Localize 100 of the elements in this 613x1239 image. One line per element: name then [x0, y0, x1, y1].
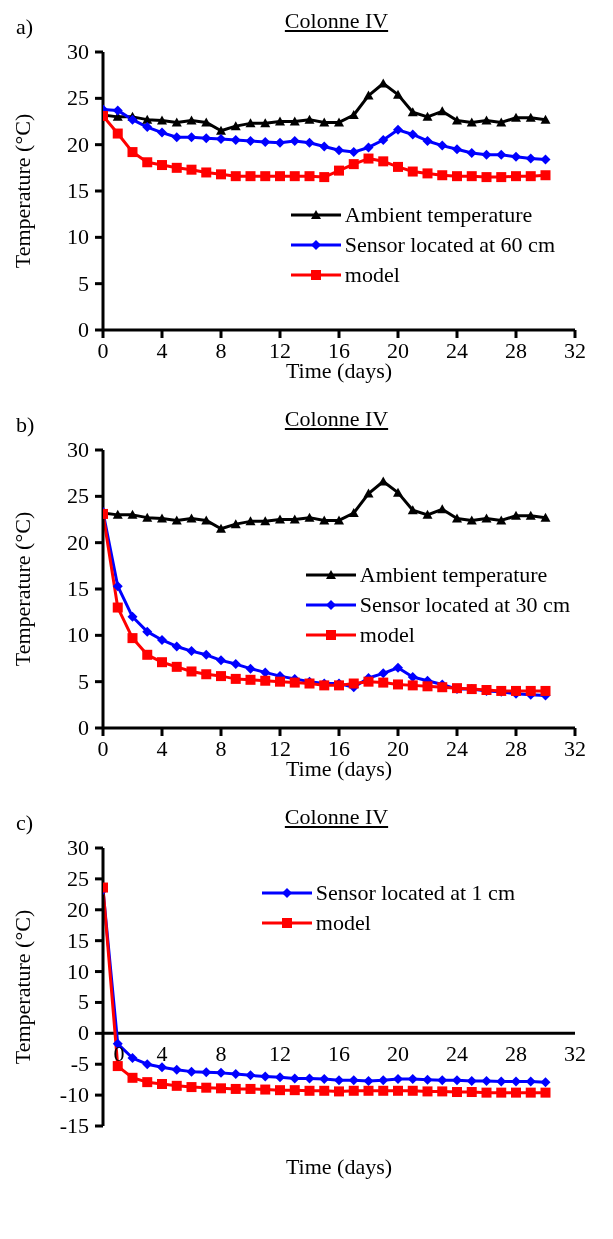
point — [171, 641, 182, 652]
point — [171, 1064, 182, 1075]
point — [511, 510, 521, 520]
point — [319, 1085, 330, 1096]
point — [230, 135, 241, 146]
point — [289, 116, 300, 126]
point — [407, 505, 418, 515]
point — [452, 1075, 462, 1086]
point — [275, 171, 285, 182]
point — [540, 512, 551, 522]
point — [393, 487, 403, 497]
point — [142, 1077, 153, 1088]
point — [245, 1083, 256, 1094]
point — [245, 135, 256, 146]
point — [201, 515, 212, 525]
point — [378, 1085, 389, 1096]
point — [363, 488, 374, 498]
point — [319, 117, 330, 127]
y-tick-label: -10 — [59, 1082, 89, 1108]
point — [393, 161, 403, 172]
point — [216, 655, 226, 666]
chart-title: Colonne IV — [284, 8, 389, 33]
point — [496, 172, 507, 183]
point — [466, 515, 477, 525]
point — [112, 509, 123, 519]
point — [142, 1059, 153, 1070]
point — [496, 117, 507, 127]
point — [437, 1075, 448, 1086]
x-tick-label: 28 — [505, 338, 527, 363]
point — [363, 1075, 374, 1086]
legend-label: Sensor located at 60 cm — [344, 231, 555, 259]
point — [422, 168, 433, 179]
x-tick-label: 24 — [446, 736, 468, 761]
point — [186, 666, 197, 677]
point — [496, 1087, 507, 1098]
point — [452, 115, 462, 125]
point — [407, 129, 418, 140]
point — [363, 142, 374, 153]
point — [496, 515, 507, 525]
point — [171, 117, 182, 127]
y-axis-title: Temperature (°C) — [10, 909, 36, 1065]
x-tick-label: 32 — [564, 736, 586, 761]
point — [275, 1085, 285, 1096]
point — [245, 1070, 256, 1081]
point — [348, 110, 359, 120]
point — [127, 1072, 138, 1083]
point — [319, 172, 330, 183]
point — [127, 147, 138, 158]
x-tick-label: 32 — [564, 338, 586, 363]
legend-label: Sensor located at 30 cm — [359, 591, 570, 619]
point — [437, 106, 448, 116]
point — [186, 115, 197, 125]
point — [422, 1074, 433, 1085]
point — [319, 141, 330, 152]
point — [230, 1083, 241, 1094]
point — [260, 516, 271, 526]
point — [245, 663, 256, 674]
point — [201, 117, 212, 127]
point — [289, 514, 300, 524]
point — [157, 1078, 167, 1089]
point — [275, 116, 285, 126]
y-tick-label: 30 — [67, 437, 89, 462]
y-tick-label: 20 — [67, 529, 89, 555]
point — [540, 1077, 551, 1088]
point — [186, 1066, 197, 1077]
point — [216, 134, 226, 145]
point — [422, 1086, 433, 1097]
text: b) — [16, 412, 35, 438]
legend-label: model — [344, 261, 400, 289]
x-tick-label: 32 — [564, 1041, 586, 1067]
point — [127, 611, 138, 622]
point — [363, 676, 374, 687]
chart-title: Colonne IV — [284, 804, 389, 829]
point — [363, 153, 374, 164]
point — [260, 1071, 271, 1082]
point — [216, 671, 226, 682]
point — [245, 171, 256, 182]
x-tick-label: 4 — [156, 338, 168, 363]
point — [245, 674, 256, 685]
point — [216, 1083, 226, 1094]
point — [393, 1074, 403, 1085]
y-tick-label: 30 — [67, 835, 89, 860]
point — [437, 170, 448, 181]
point — [216, 1067, 226, 1078]
text: a) — [16, 14, 34, 40]
y-axis-title: Temperature (°C) — [10, 511, 36, 667]
point — [348, 678, 359, 689]
point — [157, 634, 167, 645]
point — [260, 171, 271, 182]
point — [216, 125, 226, 135]
point — [422, 111, 433, 121]
point — [378, 156, 389, 167]
point — [525, 153, 536, 164]
y-tick-label: 20 — [67, 896, 89, 922]
point — [363, 90, 374, 100]
point — [230, 171, 241, 182]
point — [142, 626, 153, 637]
point — [422, 509, 433, 519]
point — [230, 519, 241, 529]
point — [511, 112, 521, 122]
